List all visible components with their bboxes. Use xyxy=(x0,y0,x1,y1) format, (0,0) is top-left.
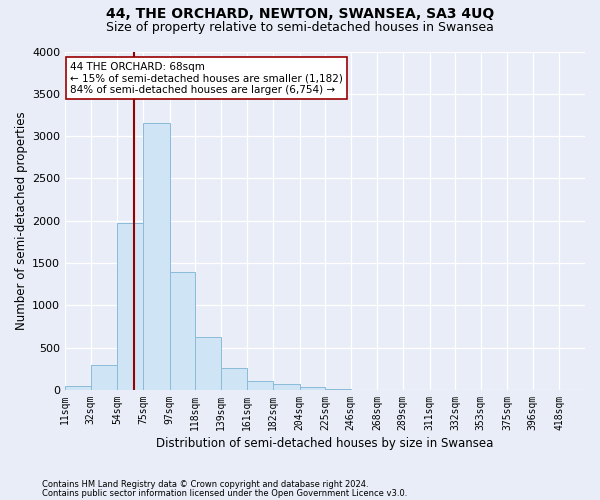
Text: Contains public sector information licensed under the Open Government Licence v3: Contains public sector information licen… xyxy=(42,488,407,498)
Bar xyxy=(273,384,299,390)
Text: 44 THE ORCHARD: 68sqm
← 15% of semi-detached houses are smaller (1,182)
84% of s: 44 THE ORCHARD: 68sqm ← 15% of semi-deta… xyxy=(70,62,343,95)
Bar xyxy=(143,124,170,390)
Y-axis label: Number of semi-detached properties: Number of semi-detached properties xyxy=(15,112,28,330)
X-axis label: Distribution of semi-detached houses by size in Swansea: Distribution of semi-detached houses by … xyxy=(157,437,494,450)
Bar xyxy=(65,386,91,390)
Bar xyxy=(91,366,118,390)
Bar xyxy=(118,224,143,390)
Text: Contains HM Land Registry data © Crown copyright and database right 2024.: Contains HM Land Registry data © Crown c… xyxy=(42,480,368,489)
Text: Size of property relative to semi-detached houses in Swansea: Size of property relative to semi-detach… xyxy=(106,21,494,34)
Text: 44, THE ORCHARD, NEWTON, SWANSEA, SA3 4UQ: 44, THE ORCHARD, NEWTON, SWANSEA, SA3 4U… xyxy=(106,8,494,22)
Bar xyxy=(195,338,221,390)
Bar xyxy=(170,272,195,390)
Bar xyxy=(247,382,273,390)
Bar xyxy=(221,368,247,390)
Bar xyxy=(325,389,350,390)
Bar xyxy=(299,386,325,390)
